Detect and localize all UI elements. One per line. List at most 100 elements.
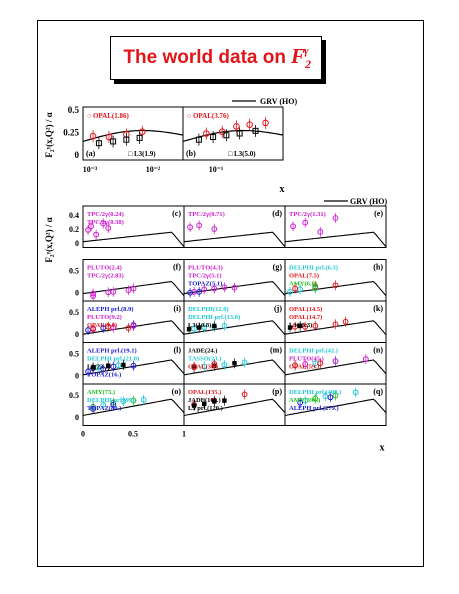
y-tick-label: 0: [75, 150, 80, 160]
panel-frame: [284, 383, 387, 426]
legend-entry: □ L3(1.9): [128, 150, 156, 158]
y-tick-label: 0: [75, 239, 79, 248]
panel-label: (o): [172, 387, 182, 396]
legend-entry: L3(10.8): [188, 322, 211, 329]
panel-label: (i): [173, 304, 181, 313]
legend-entry: TPC/2γ(0.24): [87, 211, 124, 218]
title-text: The world data on: [123, 47, 286, 68]
grv-curve: [183, 320, 286, 336]
y-axis-label: F₂ᵞ(x,Q²) / α: [44, 112, 54, 157]
y-tick-label: 0.25: [63, 128, 79, 138]
x-tick-label: 0: [81, 430, 85, 439]
legend-entry: TPC/2γ(0.71): [188, 211, 225, 218]
legend-entry: JADE(100.): [188, 397, 221, 404]
grv-curve: [82, 398, 185, 417]
panel-label: (p): [272, 387, 282, 396]
y-tick-label: 0.2: [69, 225, 79, 234]
legend-entry: TOPAZ(16.): [87, 372, 121, 379]
legend-entry: TPC/2γ(5.1): [188, 273, 222, 280]
y-tick-label: 0.5: [69, 308, 79, 317]
legend-entry: L3(23.1): [87, 364, 110, 371]
legend-entry: DELPHI(12.0): [188, 306, 229, 313]
legend-entry: TASSO(23.): [188, 356, 221, 363]
y-tick-label: 0.5: [69, 391, 79, 400]
y-tick-label: 0.5: [68, 105, 80, 115]
panel-label: (q): [373, 387, 383, 396]
grv-curve: [182, 129, 284, 142]
legend-entry: ALEPH prl.(19.1): [87, 348, 137, 355]
legend-entry: PLUTO(9.2): [87, 314, 122, 321]
legend-entry: ○ OPAL(1.86): [87, 112, 129, 120]
page-title: The world data on F2γ: [110, 36, 322, 80]
figure-frame: [37, 20, 424, 567]
legend-entry: TPC/2γ(1.31): [289, 211, 326, 218]
legend-entry: AMY(6.8): [289, 281, 317, 288]
legend-entry: JADE(24.): [188, 348, 217, 355]
legend-entry: L3 prl.(120.): [188, 405, 223, 412]
legend-entry: DELPHI prl.(400.): [289, 389, 341, 396]
panel-label: (b): [186, 149, 196, 158]
x-tick-label: 10⁻¹: [209, 165, 224, 174]
legend-entry: PLUTO(4.3): [188, 265, 223, 272]
panel-label: (c): [172, 209, 181, 218]
grv-curve: [284, 231, 387, 248]
grv-curve: [284, 398, 387, 417]
panel-label: (d): [272, 209, 282, 218]
panel-frame: [284, 205, 387, 248]
x-tick-label: 0.5: [128, 430, 138, 439]
panel-label: (k): [373, 304, 383, 313]
y-axis-label: F₂ᵞ(x,Q²) / α: [44, 217, 54, 262]
y-tick-label: 0.5: [69, 267, 79, 276]
x-tick-label: 10⁻³: [83, 165, 98, 174]
x-tick-label: 10⁻²: [146, 165, 161, 174]
legend-entry: DELPHI prl.(42.): [289, 348, 338, 355]
grv-legend-label: GRV (HO): [260, 97, 297, 106]
legend-entry: OPAL(7.5): [289, 273, 319, 280]
panel-label: (n): [373, 346, 383, 355]
grv-curve: [82, 231, 185, 248]
legend-entry: DELPHI prl.(21.0): [87, 356, 139, 363]
y-tick-label: 0: [75, 413, 79, 422]
panel-label: (a): [86, 149, 96, 158]
legend-entry: OPAL(14.5): [289, 306, 322, 313]
legend-entry: TOPAZ(5.1): [188, 281, 222, 288]
y-tick-label: 0.4: [69, 211, 79, 220]
legend-entry: AMY(73.): [87, 389, 115, 396]
grv-curve: [284, 359, 387, 376]
x-axis-label: x: [380, 443, 385, 454]
panel-label: (j): [274, 304, 282, 313]
y-tick-label: 0.5: [69, 350, 79, 359]
legend-entry: □ L3(5.0): [228, 150, 256, 158]
panel-label: (e): [374, 209, 383, 218]
panel-label: (g): [273, 263, 283, 272]
legend-entry: DELPHI prl.(99.): [87, 397, 136, 404]
legend-entry: L3(15.3): [289, 322, 312, 329]
legend-entry: ALEPH prl.(8.9): [87, 306, 133, 313]
title-symbol: F2γ: [290, 44, 311, 71]
x-axis-label: x: [280, 184, 285, 195]
panel-frame: [182, 106, 284, 161]
legend-entry: PLUTO(2.4): [87, 265, 122, 272]
legend-entry: OPAL(14.7): [289, 314, 322, 321]
y-tick-label: 0: [75, 289, 79, 298]
legend-entry: TPC/2γ(0.38): [87, 219, 124, 226]
grv-curve: [183, 231, 286, 248]
legend-entry: DELPHI prl.(13.0): [188, 314, 240, 321]
grv-curve: [183, 398, 286, 417]
grv-curve: [82, 129, 184, 142]
legend-entry: OPAL(135.): [188, 389, 221, 396]
legend-entry: TPC/2γ(2.83): [87, 273, 124, 280]
y-tick-label: 0: [75, 372, 79, 381]
legend-entry: DELPHI prl.(6.3): [289, 265, 338, 272]
y-tick-label: 0: [75, 330, 79, 339]
panel-label: (l): [173, 346, 181, 355]
grv-legend-label: GRV (HO): [350, 197, 387, 206]
panel-label: (m): [270, 346, 282, 355]
legend-entry: PLUTO(45.): [289, 356, 324, 363]
x-tick-label: 1: [182, 430, 186, 439]
legend-entry: ALEPH prl.(279.): [289, 405, 339, 412]
panel-label: (f): [173, 263, 181, 272]
legend-entry: ○ OPAL(3.76): [187, 112, 229, 120]
legend-entry: AMY(390.): [289, 397, 320, 404]
